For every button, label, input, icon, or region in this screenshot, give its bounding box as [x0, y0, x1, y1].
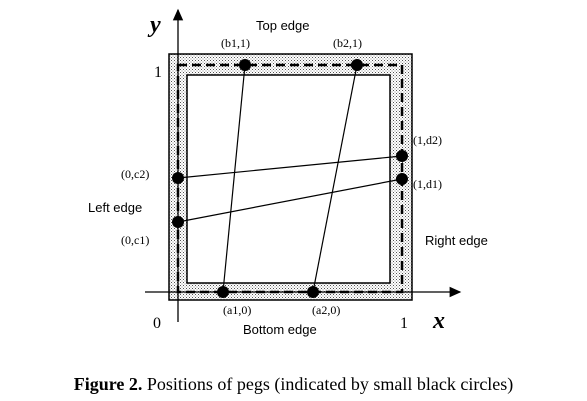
line-a1-b1 — [222, 64, 246, 293]
peg-b2 — [351, 59, 363, 71]
line-c1-d1 — [177, 178, 403, 223]
line-a2-b2 — [312, 64, 358, 293]
bottom-edge-label: Bottom edge — [243, 322, 317, 337]
peg-c2 — [172, 172, 184, 184]
peg-label-b2: (b2,1) — [333, 36, 362, 50]
line-c2-d2 — [177, 155, 403, 179]
x-axis-label: x — [432, 308, 445, 334]
outer-square-outline — [168, 53, 413, 301]
x-one-label: 1 — [400, 315, 408, 332]
unit-square-dashed — [176, 63, 404, 294]
dotted-border-band — [169, 54, 412, 300]
peg-d2 — [396, 150, 408, 162]
figure-caption: Figure 2. Positions of pegs (indicated b… — [0, 374, 587, 395]
caption-figure-number: Figure 2. — [73, 374, 143, 394]
left-edge-label: Left edge — [88, 200, 142, 215]
origin-label: 0 — [153, 315, 161, 332]
right-edge-label: Right edge — [425, 233, 488, 248]
y-axis-label: y — [147, 12, 161, 38]
y-one-label: 1 — [154, 64, 162, 81]
peg-a2 — [307, 286, 319, 298]
peg-d1 — [396, 173, 408, 185]
peg-c1 — [172, 216, 184, 228]
peg-label-c1: (0,c1) — [121, 233, 149, 247]
top-edge-label: Top edge — [256, 18, 310, 33]
peg-a1 — [217, 286, 229, 298]
peg-label-d1: (1,d1) — [413, 177, 442, 191]
peg-label-a1: (a1,0) — [223, 303, 251, 317]
peg-label-a2: (a2,0) — [312, 303, 340, 317]
peg-label-d2: (1,d2) — [413, 133, 442, 147]
peg-label-b1: (b1,1) — [221, 36, 250, 50]
peg-label-c2: (0,c2) — [121, 167, 149, 181]
peg-b1 — [239, 59, 251, 71]
caption-text: Positions of pegs (indicated by small bl… — [146, 374, 514, 394]
inner-square-outline — [186, 74, 391, 284]
